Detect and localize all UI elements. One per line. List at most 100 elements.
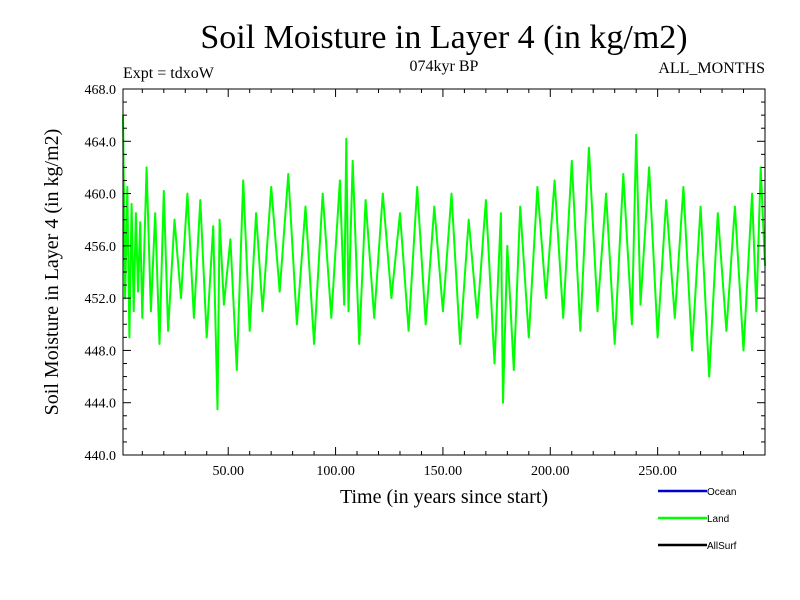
data-point (416, 186, 419, 188)
y-axis: 440.0 444.0 448.0 452.0 456.0 460.0 464.0 468.0 (85, 83, 765, 464)
data-point (665, 199, 668, 202)
legend-item-land: Land (658, 514, 729, 525)
data-point (502, 401, 504, 404)
legend-label: Land (707, 514, 729, 525)
x-tick-label: 200.00 (531, 464, 570, 479)
data-point (193, 316, 195, 319)
data-point (562, 316, 565, 319)
data-point (216, 408, 219, 411)
data-point (613, 343, 616, 345)
plot-area (122, 88, 766, 456)
data-point (596, 310, 599, 313)
data-point (459, 343, 461, 345)
data-point (536, 186, 539, 188)
chart-title: Soil Moisture in Layer 4 (in kg/m2) (200, 19, 687, 56)
data-point (141, 316, 144, 319)
data-point (135, 212, 137, 215)
data-point (485, 199, 487, 202)
series-line-land (122, 115, 766, 411)
experiment-label: Expt = tdxoW (123, 65, 215, 82)
data-point (162, 190, 165, 192)
data-point (339, 179, 341, 182)
data-point (424, 323, 427, 326)
data-point (218, 218, 221, 221)
data-point (734, 205, 736, 208)
data-point (223, 303, 225, 306)
data-point (631, 323, 633, 326)
data-point (699, 205, 702, 208)
data-point (588, 146, 590, 149)
legend-label: Ocean (707, 487, 736, 498)
data-point (390, 297, 393, 299)
data-point (313, 343, 315, 345)
data-point (139, 221, 142, 224)
data-point (512, 369, 515, 371)
data-point (442, 310, 444, 313)
data-point (145, 166, 148, 169)
data-point (229, 238, 232, 241)
data-point (255, 212, 257, 215)
data-point (381, 192, 384, 195)
data-point (248, 329, 251, 332)
data-point (527, 336, 530, 339)
data-point (235, 369, 238, 371)
data-point (622, 173, 625, 175)
x-tick-label: 150.00 (424, 464, 463, 479)
x-axis-label: Time (in years since start) (340, 486, 548, 508)
data-point (605, 192, 607, 195)
x-tick-label: 100.00 (316, 464, 355, 479)
y-tick-label: 444.0 (85, 397, 117, 412)
data-point (347, 310, 350, 313)
data-point (570, 160, 573, 162)
data-point (150, 310, 152, 313)
data-point (343, 303, 346, 306)
period-label: ALL_MONTHS (658, 60, 765, 77)
x-tick-label: 250.00 (638, 464, 677, 479)
data-point (278, 290, 281, 293)
data-point (130, 203, 133, 205)
y-tick-label: 468.0 (85, 83, 117, 98)
data-point (407, 329, 410, 332)
chart-subtitle: 074kyr BP (410, 58, 479, 75)
data-point (154, 212, 157, 215)
y-tick-label: 456.0 (85, 240, 117, 255)
y-axis-label: Soil Moisture in Layer 4 (in kg/m2) (41, 129, 63, 416)
data-point (691, 349, 693, 352)
data-point (212, 225, 215, 228)
data-point (545, 297, 547, 299)
data-point (137, 290, 139, 293)
data-point (128, 336, 131, 339)
data-point (433, 205, 436, 208)
legend-label: AllSurf (707, 541, 737, 552)
legend: Ocean Land AllSurf (658, 487, 737, 552)
data-point (199, 199, 202, 202)
data-point (186, 192, 189, 195)
data-point (167, 329, 170, 332)
data-point (450, 192, 453, 195)
y-tick-label: 448.0 (85, 344, 117, 359)
data-point (261, 310, 264, 313)
data-point (467, 218, 470, 221)
data-point (242, 179, 245, 182)
data-point (126, 186, 129, 188)
data-point (399, 212, 401, 215)
data-point (270, 186, 273, 188)
data-point (639, 303, 642, 306)
data-point (506, 245, 509, 247)
y-tick-label: 452.0 (85, 292, 117, 307)
data-point (476, 316, 479, 319)
data-point (180, 297, 182, 299)
data-point (358, 343, 361, 345)
data-point (682, 186, 685, 188)
legend-item-ocean: Ocean (658, 487, 736, 498)
data-point (656, 336, 659, 339)
data-point (648, 166, 650, 169)
data-point (364, 199, 367, 202)
data-point (296, 323, 298, 326)
data-point (158, 343, 161, 345)
data-point (519, 205, 522, 208)
data-point (373, 316, 376, 319)
data-point (351, 160, 354, 162)
data-point (742, 349, 745, 352)
